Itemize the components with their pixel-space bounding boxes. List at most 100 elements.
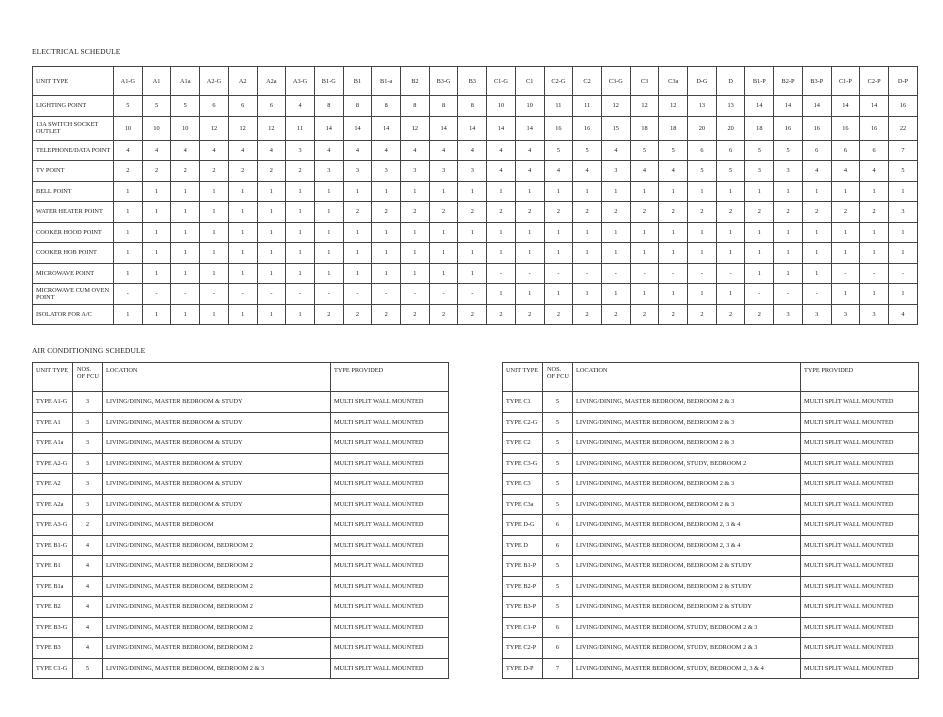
- type-provided-cell: MULTI SPLIT WALL MOUNTED: [800, 432, 919, 454]
- table-cell: 12: [199, 115, 229, 141]
- electrical-schedule-table: UNIT TYPE A1-G A1 A1a A2-G A2 A2a A3-G B1-G B1 B1-…: [32, 66, 919, 325]
- table-cell: 3: [285, 139, 315, 161]
- table-cell: -: [285, 283, 315, 305]
- location-cell: LIVING/DINING, MASTER BEDROOM & STUDY: [102, 411, 331, 433]
- table-cell: 1: [199, 303, 229, 325]
- table-cell: 1: [801, 242, 832, 264]
- table-cell: 8: [428, 95, 459, 117]
- location-cell: LIVING/DINING, MASTER BEDROOM & STUDY: [102, 432, 331, 454]
- table-cell: 1: [371, 221, 402, 243]
- location-cell: LIVING/DINING, MASTER BEDROOM, BEDROOM 2…: [102, 657, 331, 679]
- column-header: A2-G: [199, 66, 229, 96]
- table-cell: 3: [400, 160, 430, 182]
- column-header: C2-P: [859, 66, 889, 96]
- table-cell: 1: [773, 242, 803, 264]
- table-cell: 14: [801, 95, 832, 117]
- type-provided-cell: MULTI SPLIT WALL MOUNTED: [800, 616, 919, 638]
- column-header: C2: [572, 66, 602, 96]
- table-cell: 7: [887, 139, 919, 161]
- table-cell: 1: [658, 221, 689, 243]
- table-cell: 2: [859, 201, 889, 223]
- table-cell: 2: [744, 201, 775, 223]
- column-header: C3: [629, 66, 660, 96]
- table-cell: 1: [313, 201, 344, 223]
- table-cell: 1: [457, 180, 488, 202]
- table-cell: 1: [486, 283, 516, 305]
- fcu-count-cell: 4: [72, 555, 103, 577]
- column-header: C3-G: [600, 66, 631, 96]
- table-row: TYPE A2 3 LIVING/DINING, MASTER BEDROOM & …: [32, 473, 449, 495]
- fcu-count-cell: 7: [542, 657, 573, 679]
- table-cell: 6: [830, 139, 861, 161]
- table-cell: 1: [687, 242, 717, 264]
- type-provided-cell: MULTI SPLIT WALL MOUNTED: [800, 534, 919, 556]
- table-cell: -: [859, 262, 889, 284]
- table-cell: 12: [227, 115, 258, 141]
- location-cell: LIVING/DINING, MASTER BEDROOM & STUDY: [102, 493, 331, 515]
- table-cell: 1: [313, 180, 344, 202]
- location-cell: LIVING/DINING, MASTER BEDROOM, STUDY, BE…: [572, 452, 801, 474]
- table-cell: -: [227, 283, 258, 305]
- type-provided-cell: MULTI SPLIT WALL MOUNTED: [330, 411, 449, 433]
- table-cell: 1: [141, 201, 172, 223]
- unit-type-cell: TYPE C1: [502, 391, 543, 413]
- fcu-count-cell: 4: [72, 616, 103, 638]
- table-cell: 3: [801, 303, 832, 325]
- location-cell: LIVING/DINING, MASTER BEDROOM, BEDROOM 2…: [572, 596, 801, 618]
- table-cell: 5: [141, 95, 172, 117]
- table-cell: 1: [428, 221, 459, 243]
- fcu-count-cell: 3: [72, 473, 103, 495]
- table-cell: -: [801, 283, 832, 305]
- location-cell: LIVING/DINING, MASTER BEDROOM, STUDY, BE…: [572, 637, 801, 659]
- table-cell: -: [400, 283, 430, 305]
- unit-type-cell: TYPE B3: [32, 637, 73, 659]
- table-row: TYPE D 6 LIVING/DINING, MASTER BEDROOM, BE…: [502, 534, 919, 556]
- column-header-unit-type: UNIT TYPE: [32, 66, 114, 96]
- column-header: C1-P: [830, 66, 861, 96]
- table-cell: 10: [486, 95, 516, 117]
- unit-type-cell: TYPE B2-P: [502, 575, 543, 597]
- table-cell: 1: [256, 242, 287, 264]
- table-cell: 1: [830, 283, 861, 305]
- table-cell: 1: [887, 242, 919, 264]
- fcu-count-cell: 6: [542, 534, 573, 556]
- location-cell: LIVING/DINING, MASTER BEDROOM, BEDROOM 2…: [572, 432, 801, 454]
- table-cell: 1: [428, 262, 459, 284]
- table-row: TYPE B1-P 5 LIVING/DINING, MASTER BEDROOM,…: [502, 555, 919, 577]
- table-cell: 1: [313, 242, 344, 264]
- table-cell: 2: [687, 201, 717, 223]
- table-cell: 1: [170, 303, 201, 325]
- table-cell: 16: [830, 115, 861, 141]
- table-cell: 1: [514, 283, 545, 305]
- table-cell: 1: [170, 201, 201, 223]
- column-header: B3-P: [801, 66, 832, 96]
- table-cell: 2: [400, 201, 430, 223]
- table-cell: 1: [600, 242, 631, 264]
- unit-type-cell: TYPE A2-G: [32, 452, 73, 474]
- table-cell: 2: [744, 303, 775, 325]
- row-label: COOKER HOB POINT: [32, 242, 114, 264]
- table-cell: 1: [428, 180, 459, 202]
- table-cell: 5: [629, 139, 660, 161]
- table-row: TYPE B2 4 LIVING/DINING, MASTER BEDROOM, B…: [32, 596, 449, 618]
- electrical-schedule-title: ELECTRICAL SCHEDULE: [32, 47, 121, 56]
- type-provided-cell: MULTI SPLIT WALL MOUNTED: [330, 596, 449, 618]
- table-cell: 2: [658, 201, 689, 223]
- type-provided-cell: MULTI SPLIT WALL MOUNTED: [330, 657, 449, 679]
- column-header: B2: [400, 66, 430, 96]
- table-cell: 4: [227, 139, 258, 161]
- unit-type-cell: TYPE D-P: [502, 657, 543, 679]
- table-row: MICROWAVE CUM OVEN POINT - - - - - - - - - - - - -1 1 1…: [32, 283, 919, 305]
- table-cell: 1: [113, 303, 143, 325]
- table-cell: 3: [830, 303, 861, 325]
- table-cell: 8: [371, 95, 402, 117]
- table-cell: 20: [715, 115, 746, 141]
- table-row: 13A SWITCH SOCKET OUTLET 10 10 10 12 12 12 11 14…: [32, 115, 919, 141]
- table-cell: 1: [199, 201, 229, 223]
- table-row: TYPE C1-P 6 LIVING/DINING, MASTER BEDROOM,…: [502, 616, 919, 638]
- location-cell: LIVING/DINING, MASTER BEDROOM, STUDY, BE…: [572, 657, 801, 679]
- type-provided-cell: MULTI SPLIT WALL MOUNTED: [800, 391, 919, 413]
- unit-type-cell: TYPE D: [502, 534, 543, 556]
- fcu-count-cell: 5: [542, 391, 573, 413]
- fcu-count-cell: 5: [542, 473, 573, 495]
